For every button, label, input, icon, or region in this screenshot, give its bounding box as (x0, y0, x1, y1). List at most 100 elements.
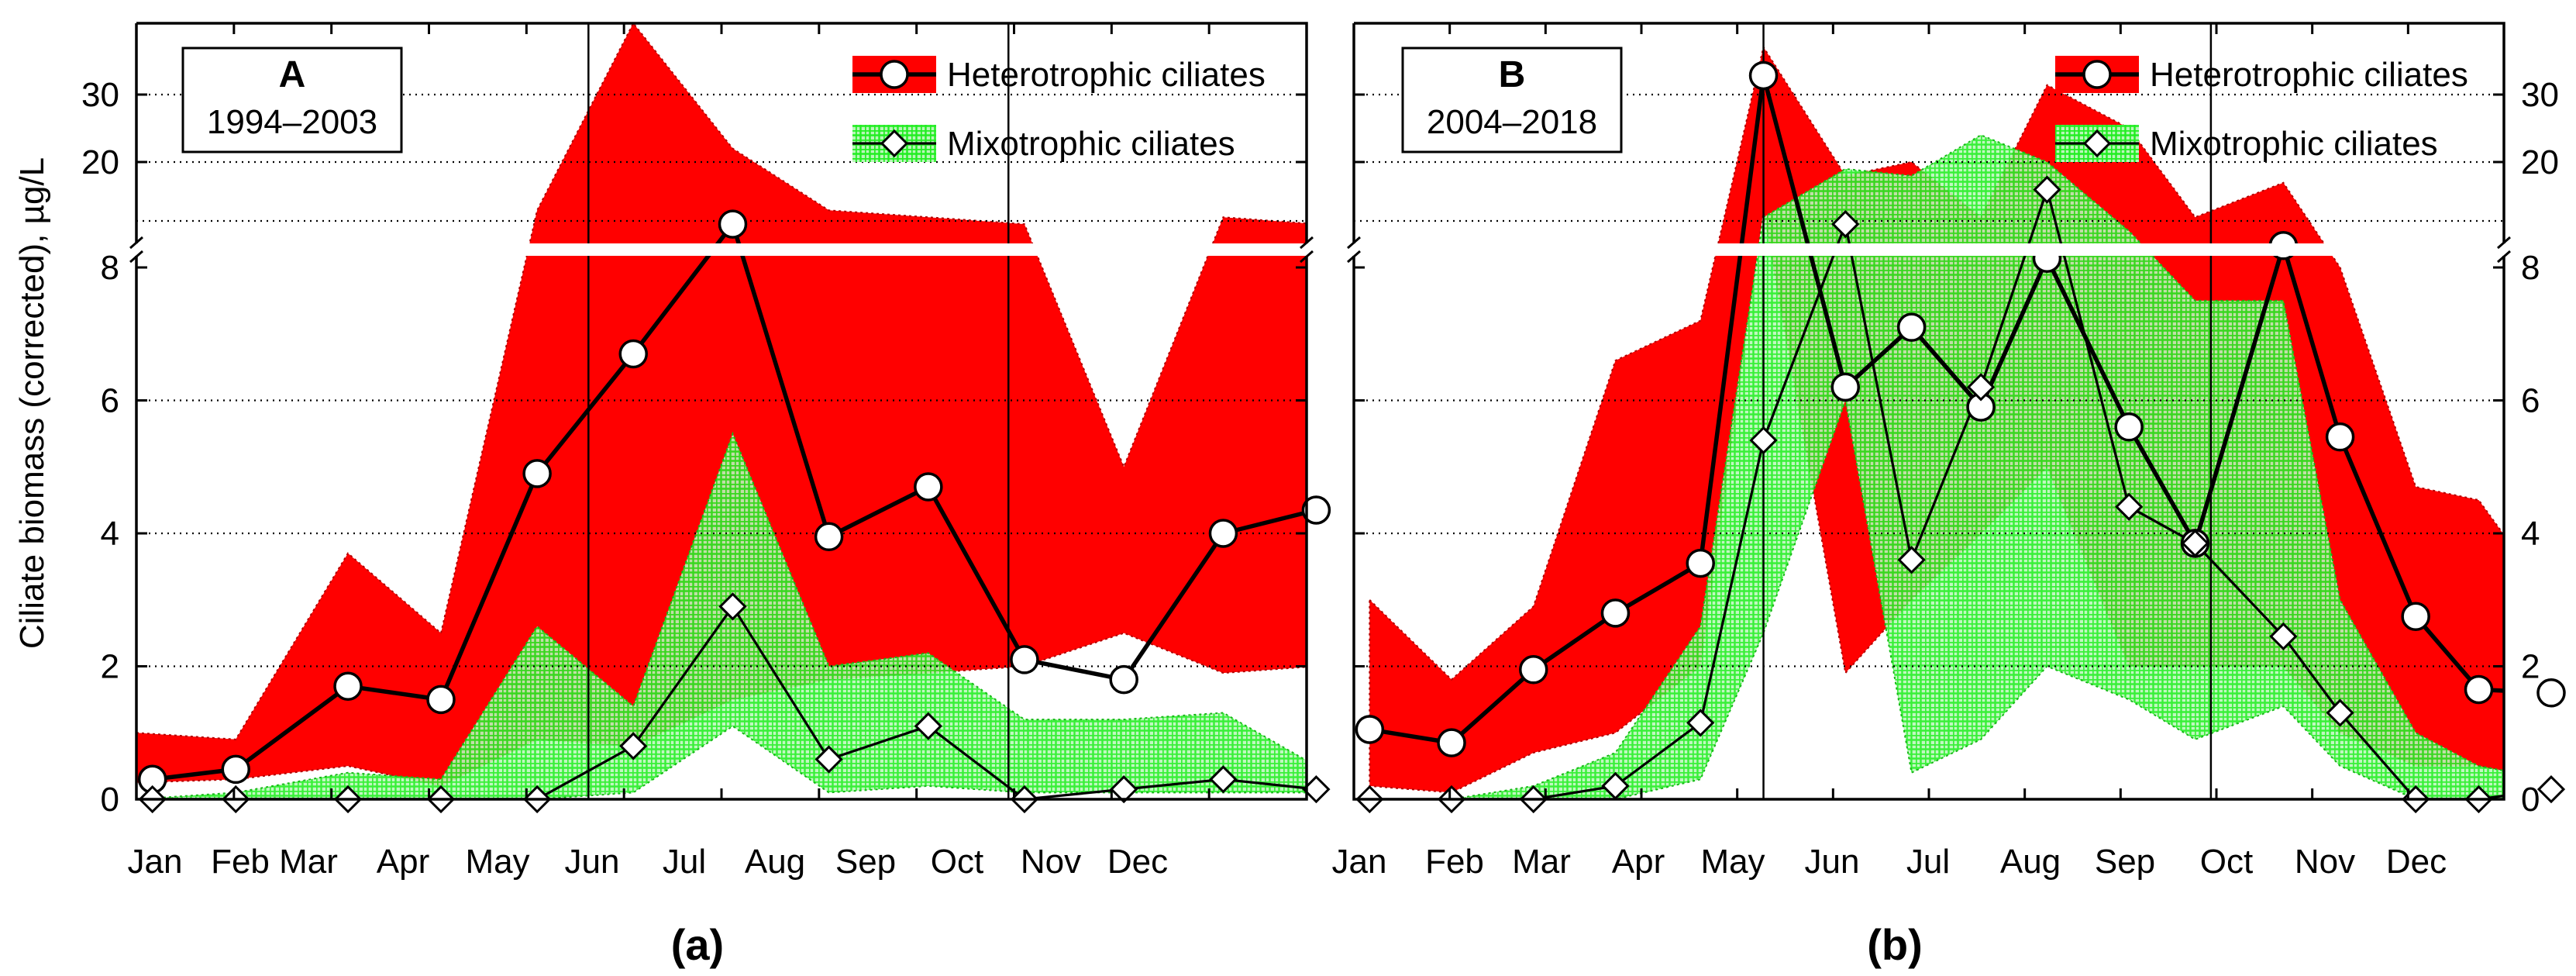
hetero-data-point (1437, 728, 1466, 757)
y-tick-label: 0 (2521, 781, 2540, 819)
month-label-jan: Jan (128, 843, 183, 881)
panel-years: 1994–2003 (207, 103, 377, 141)
hetero-data-point (1355, 715, 1385, 744)
month-label-nov: Nov (2295, 843, 2355, 881)
month-label-may: May (465, 843, 529, 881)
axis-break-gap (1338, 243, 2519, 256)
hetero-data-point (618, 339, 648, 369)
mixo-data-point (1209, 765, 1238, 794)
y-tick-label: 2 (2521, 648, 2540, 686)
axis-break-mark (1347, 236, 1361, 264)
y-tick-label: 20 (2521, 143, 2559, 181)
hetero-range-band (136, 23, 1307, 787)
mixo-data-point (2536, 775, 2566, 804)
y-tick-label: 4 (101, 515, 119, 553)
panel-caption: (b) (1867, 920, 1923, 969)
month-label-apr: Apr (377, 843, 429, 881)
y-tick-label: 8 (101, 249, 119, 287)
panel-letter: A (279, 54, 306, 95)
y-tick-label: 6 (101, 382, 119, 420)
month-label-apr: Apr (1612, 843, 1665, 881)
month-label-sep: Sep (2095, 843, 2155, 881)
panel-a: 0 2 4 6 8 20 30 Jan Feb Mar Apr May Jun Jul Aug Sep Oct N… (81, 22, 1331, 969)
y-axis-label: Ciliate biomass (corrected), µg/L (13, 157, 51, 649)
hetero-data-point (914, 472, 943, 502)
hetero-data-point (2325, 422, 2355, 452)
month-label-feb: Feb (1425, 843, 1484, 881)
mixo-range-band (1369, 134, 2504, 799)
month-label-sep: Sep (835, 843, 896, 881)
panel-b: 0 2 4 6 8 20 30 Jan Feb Mar Apr May Jun Jul Aug Sep Oct N… (1332, 22, 2566, 969)
month-label-nov: Nov (1021, 843, 1081, 881)
y-tick-label: 30 (2521, 76, 2559, 114)
mixo-data-point (1749, 426, 1778, 455)
hetero-data-point (2536, 678, 2566, 708)
hetero-data-point (2464, 674, 2494, 705)
hetero-data-point (1896, 312, 1927, 342)
axis-break-mark (129, 236, 143, 264)
month-label-jan: Jan (1332, 843, 1387, 881)
hetero-data-point (1208, 519, 1238, 548)
y-tick-label: 20 (81, 143, 119, 181)
mixo-data-point (619, 732, 648, 760)
axis-break-mark (2497, 236, 2511, 264)
month-label-jun: Jun (565, 843, 620, 881)
axis-break-mark (1300, 236, 1314, 264)
month-label-dec: Dec (1107, 843, 1168, 881)
hetero-data-point (2401, 602, 2430, 631)
hetero-data-point (333, 671, 363, 701)
mixo-data-point (1897, 546, 1926, 574)
y-tick-label: 2 (101, 648, 119, 686)
plot-area-b (1354, 23, 2504, 799)
hetero-series-line (1369, 73, 2504, 745)
legend-hetero-label: Heterotrophic ciliates (947, 56, 1266, 94)
hetero-data-point (1518, 655, 1548, 685)
legend-hetero-marker (880, 60, 909, 89)
y-tick-label: 8 (2521, 249, 2540, 287)
y-tick-label: 6 (2521, 382, 2540, 420)
month-label-dec: Dec (2386, 843, 2447, 881)
hetero-data-point (814, 522, 844, 552)
hetero-data-point (1301, 495, 1331, 525)
mixo-data-point (2326, 698, 2354, 727)
month-label-aug: Aug (2000, 843, 2061, 881)
mixo-series-line (1369, 188, 2504, 799)
month-label-mar: Mar (279, 843, 338, 881)
month-label-aug: Aug (745, 843, 805, 881)
hetero-data-point (426, 685, 456, 715)
hetero-data-point (718, 209, 748, 239)
month-label-feb: Feb (211, 843, 270, 881)
mixo-data-point (1686, 709, 1715, 737)
legend-mixo-label: Mixotrophic ciliates (947, 125, 1235, 163)
hetero-data-point (1109, 664, 1138, 695)
month-label-mar: Mar (1512, 843, 1571, 881)
panel-years: 2004–2018 (1427, 103, 1597, 141)
hetero-data-point (1748, 60, 1779, 91)
month-label-oct: Oct (2200, 843, 2253, 881)
month-label-jun: Jun (1805, 843, 1860, 881)
legend-mixo-label: Mixotrophic ciliates (2150, 125, 2438, 163)
panel-letter: B (1499, 54, 1526, 95)
legend-hetero-label: Heterotrophic ciliates (2150, 56, 2468, 94)
month-label-jul: Jul (663, 843, 706, 881)
mixo-data-point (1966, 373, 1996, 402)
mixo-data-point (1831, 209, 1860, 239)
hetero-data-point (1686, 548, 1715, 578)
month-label-may: May (1700, 843, 1765, 881)
hetero-data-point (2114, 412, 2144, 442)
legend-mixo-marker (880, 129, 909, 158)
panel-label-box (1401, 47, 1623, 153)
mixo-data-point (2115, 492, 2144, 521)
hetero-data-point (221, 754, 250, 785)
hetero-data-point (522, 459, 552, 488)
month-label-oct: Oct (931, 843, 983, 881)
legend-mixo-marker (2082, 129, 2112, 158)
mixo-data-point (1110, 775, 1138, 804)
mixo-data-point (2269, 622, 2298, 651)
axis-break-gap (121, 243, 1322, 256)
mixo-data-point (718, 592, 747, 621)
hetero-data-point (1600, 598, 1631, 628)
mixo-data-point (2181, 529, 2209, 557)
hetero-data-point (1830, 372, 1861, 402)
